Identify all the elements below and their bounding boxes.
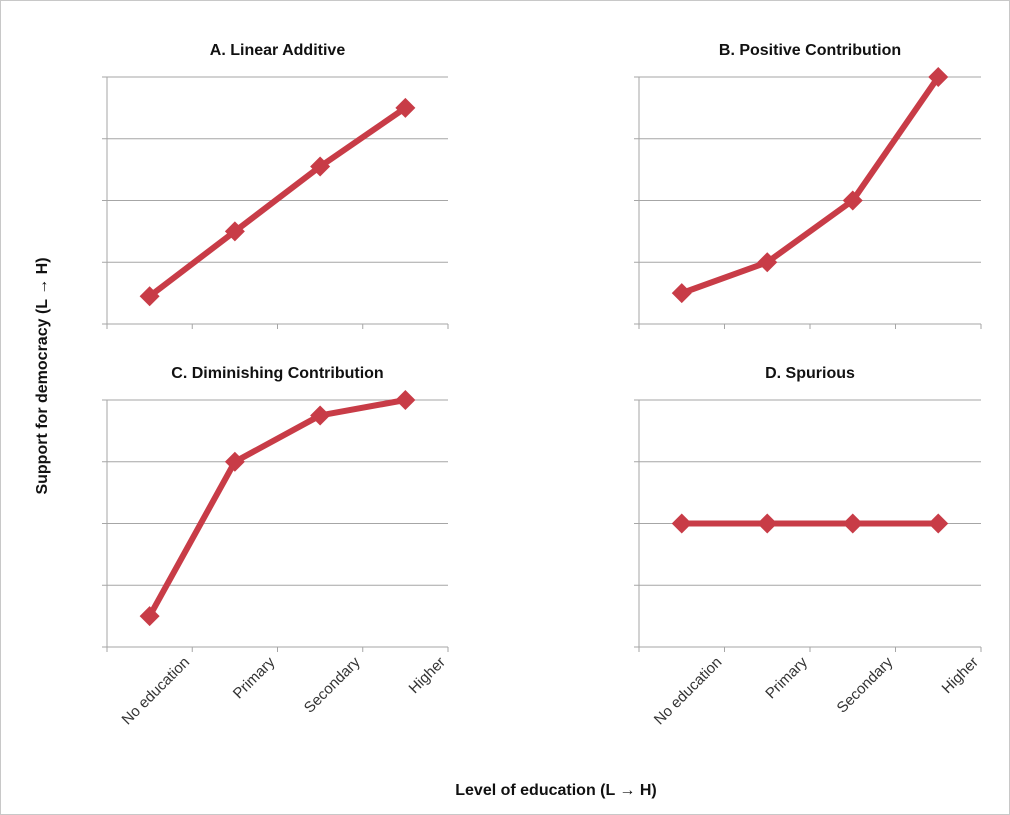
data-point: [310, 156, 331, 177]
data-point: [842, 190, 863, 211]
panel-2: B. Positive Contribution: [634, 42, 982, 329]
series-line: [146, 397, 409, 620]
data-point: [757, 252, 778, 273]
x-tick-label: No education: [651, 654, 726, 729]
x-tick-label: Secondary: [834, 653, 897, 716]
data-point: [139, 286, 160, 307]
panel-title: C. Diminishing Contribution: [171, 365, 383, 382]
data-point: [671, 283, 692, 304]
data-point: [395, 97, 416, 118]
panel-title: A. Linear Additive: [210, 42, 346, 59]
panel-title: D. Spurious: [765, 365, 855, 382]
data-point: [671, 513, 692, 534]
series-line: [678, 74, 942, 297]
data-point: [928, 67, 949, 87]
data-point: [310, 405, 331, 426]
panel-title: B. Positive Contribution: [719, 42, 901, 59]
data-point: [224, 221, 245, 242]
data-point: [139, 606, 160, 627]
x-axis-label: Level of education (L → H): [455, 782, 657, 799]
x-tick-label: Secondary: [301, 653, 364, 716]
y-axis-label: Support for democracy (L → H): [34, 257, 51, 494]
panel-4: D. Spurious No education Primary Secondary H…: [634, 365, 982, 728]
x-tick-label: Higher: [406, 654, 449, 697]
data-point: [842, 513, 863, 534]
panel-3: C. Diminishing Contribution No education P…: [102, 365, 449, 728]
x-tick-label: No education: [119, 654, 194, 729]
panel-1: A. Linear Additive: [102, 42, 449, 329]
x-tick-label: Primary: [762, 653, 811, 702]
data-point: [757, 513, 778, 534]
data-point: [928, 513, 949, 534]
data-point: [224, 451, 245, 472]
x-tick-label: Higher: [939, 654, 982, 697]
series-line: [146, 104, 409, 300]
data-point: [395, 390, 416, 410]
x-tick-label: Primary: [230, 653, 279, 702]
